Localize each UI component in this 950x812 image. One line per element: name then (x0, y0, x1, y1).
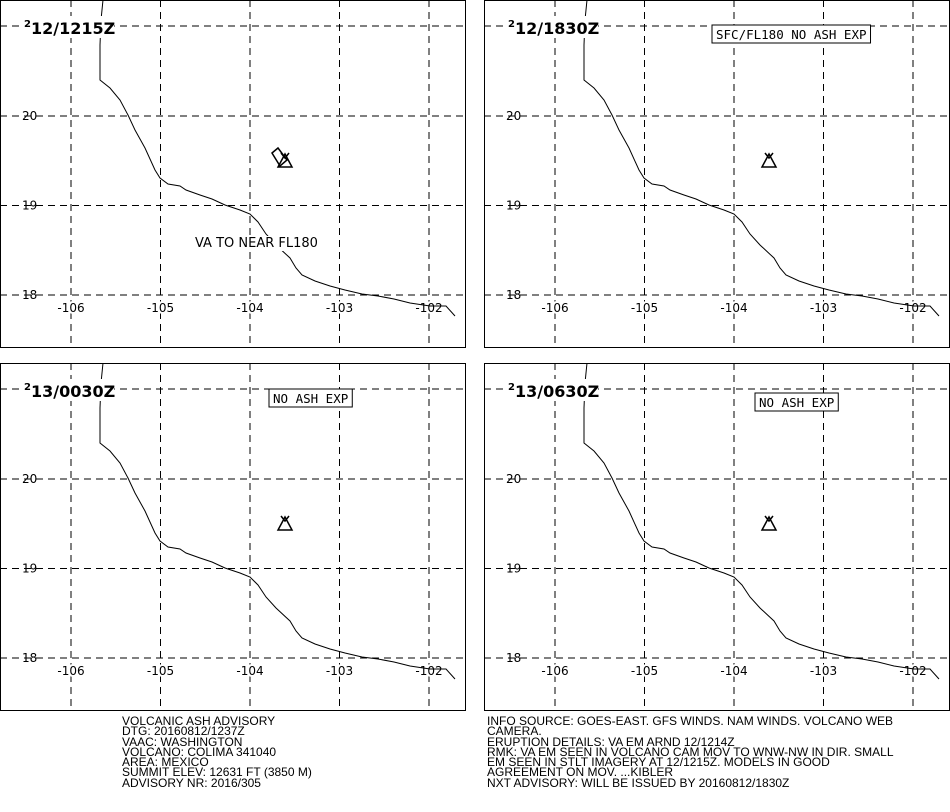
lat-label: 20 (506, 109, 521, 123)
time-prefix: 2 (24, 382, 31, 393)
time-prefix: 2 (508, 19, 515, 30)
lon-label: -105 (631, 301, 658, 315)
advisory-line: SUMMIT ELEV: 12631 FT (3850 M) (122, 765, 312, 780)
lon-label: -104 (236, 301, 263, 315)
label-box (711, 24, 872, 44)
label-box (754, 392, 839, 412)
volcano-symbol (276, 515, 294, 531)
lon-label: -102 (899, 664, 926, 678)
advisory-line: NXT ADVISORY: WILL BE ISSUED BY 20160812… (487, 775, 790, 790)
advisory-line: RMK: VA EM SEEN IN VOLCANO CAM MOV TO WN… (487, 744, 894, 759)
advisory-line: ADVISORY NR: 2016/305 (122, 775, 261, 790)
lon-label: -103 (810, 301, 837, 315)
valid-time: 13/0030Z (31, 382, 115, 401)
lon-label: -103 (326, 301, 353, 315)
ash-label: VA TO NEAR FL180 (195, 236, 318, 251)
advisory-line: DTG: 20160812/1237Z (122, 724, 245, 739)
coastline (99, 0, 456, 317)
lon-label: -105 (631, 664, 658, 678)
advisory-line: AGREEMENT ON MOV. ...KIBLER (487, 765, 674, 780)
ash-label: SFC/FL180 NO ASH EXP (716, 27, 867, 42)
advisory-line: VOLCANIC ASH ADVISORY (122, 714, 276, 728)
advisory-line: EM SEEN IN STLT IMAGERY AT 12/1215Z. MOD… (487, 755, 830, 770)
map-panel: 20 19 18 -106 -105 -104 -103 -102 2 12/1215Z VA TO… (0, 0, 466, 348)
lat-label: 19 (506, 199, 521, 213)
label-box (268, 388, 353, 408)
advisory-line: INFO SOURCE: GOES-EAST. GFS WINDS. NAM W… (487, 714, 894, 728)
lon-label: -102 (415, 301, 442, 315)
lon-label: -106 (57, 301, 84, 315)
lon-label: -104 (720, 664, 747, 678)
coastline (583, 362, 940, 680)
advisory-left: VOLCANIC ASH ADVISORY DTG: 20160812/1237Z… (122, 714, 312, 790)
lon-label: -105 (147, 664, 174, 678)
time-bg (22, 16, 114, 38)
coastline (583, 0, 940, 317)
coastline (99, 362, 456, 680)
lat-label: 20 (506, 472, 521, 486)
lon-label: -104 (720, 301, 747, 315)
lat-label: 19 (506, 562, 521, 576)
lat-label: 19 (22, 199, 37, 213)
lat-label: 20 (22, 472, 37, 486)
lat-label: 18 (22, 288, 37, 302)
advisory-line: CAMERA. (487, 724, 542, 739)
volcano-symbol (760, 152, 778, 168)
valid-time: 13/0630Z (515, 382, 599, 401)
advisory-line: AREA: MEXICO (122, 755, 209, 770)
advisory-line: ERUPTION DETAILS: VA EM ARND 12/1214Z (487, 734, 735, 749)
lat-label: 18 (506, 651, 521, 665)
label-bg (194, 236, 319, 251)
advisory-line: VAAC: WASHINGTON (122, 734, 243, 749)
lon-label: -103 (810, 664, 837, 678)
lon-label: -105 (147, 301, 174, 315)
lon-label: -106 (57, 664, 84, 678)
valid-time: 12/1830Z (515, 19, 599, 38)
lon-label: -106 (541, 301, 568, 315)
ash-label: NO ASH EXP (759, 395, 834, 410)
advisory-line: VOLCANO: COLIMA 341040 (122, 744, 277, 759)
valid-time: 12/1215Z (31, 19, 115, 38)
map-panel: 20 19 18 -106 -105 -104 -103 -102 2 12/1830Z SFC/F… (484, 0, 950, 348)
map-panel: 20 19 18 -106 -105 -104 -103 -102 2 13/0630Z NO AS… (484, 362, 950, 711)
lon-label: -102 (899, 301, 926, 315)
lat-label: 19 (22, 562, 37, 576)
time-bg (22, 379, 114, 401)
ash-area (271, 146, 289, 168)
lon-label: -106 (541, 664, 568, 678)
lon-label: -102 (415, 664, 442, 678)
time-prefix: 2 (24, 19, 31, 30)
time-bg (506, 16, 598, 38)
ash-label: NO ASH EXP (273, 391, 348, 406)
time-bg (506, 379, 598, 401)
panel-frame (0, 0, 466, 348)
map-panel: 20 19 18 -106 -105 -104 -103 -102 2 13/0030Z NO AS… (0, 362, 466, 711)
lon-label: -104 (236, 664, 263, 678)
panel-frame (0, 363, 466, 711)
lat-label: 20 (22, 109, 37, 123)
lat-label: 18 (22, 651, 37, 665)
advisory-right: INFO SOURCE: GOES-EAST. GFS WINDS. NAM W… (487, 714, 894, 790)
lon-label: -103 (326, 664, 353, 678)
time-prefix: 2 (508, 382, 515, 393)
volcano-symbol (760, 515, 778, 531)
lat-label: 18 (506, 288, 521, 302)
